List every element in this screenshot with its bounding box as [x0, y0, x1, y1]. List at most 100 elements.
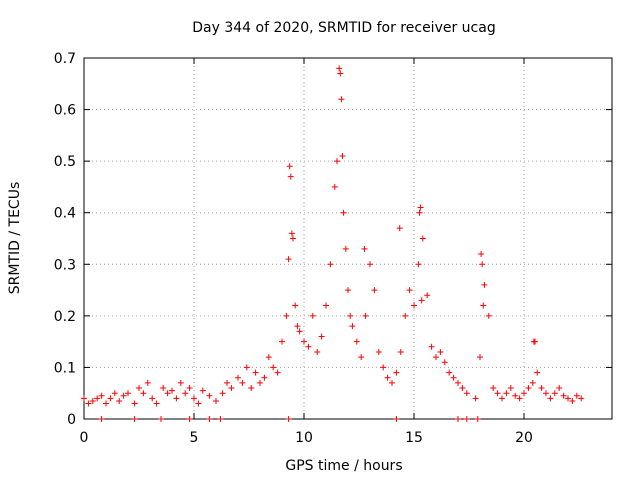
data-point [288, 230, 295, 237]
data-point [331, 183, 338, 190]
data-point [419, 235, 426, 242]
data-point [186, 416, 193, 422]
data-point [213, 397, 219, 404]
data-point [433, 354, 439, 361]
data-point [569, 397, 576, 404]
y-tick-label: 0.3 [54, 257, 76, 273]
data-point [131, 400, 138, 407]
data-point [286, 163, 293, 170]
data-point [551, 390, 558, 397]
plot-frame [83, 57, 613, 420]
data-point [140, 390, 147, 397]
data-point [169, 387, 175, 394]
data-point [418, 297, 425, 304]
data-point [85, 400, 92, 407]
data-point [94, 395, 101, 402]
data-point [446, 369, 453, 376]
data-point [485, 312, 492, 319]
data-point [199, 387, 206, 394]
data-point [417, 204, 424, 211]
grid-lines [84, 58, 612, 419]
x-tick-label: 5 [190, 430, 199, 446]
data-point [191, 395, 197, 402]
data-point [149, 395, 156, 402]
data-point [337, 70, 344, 77]
data-point [206, 392, 213, 399]
y-tick-label: 0.2 [54, 309, 76, 325]
data-point [173, 395, 180, 402]
data-point [314, 348, 321, 355]
data-point [503, 390, 510, 397]
data-point [450, 374, 457, 381]
data-point [380, 364, 387, 371]
data-point [261, 374, 268, 381]
data-point [296, 328, 303, 335]
data-point [81, 395, 87, 402]
data-point [362, 312, 369, 319]
chart-title: Day 344 of 2020, SRMTID for receiver uca… [192, 20, 495, 36]
data-point [219, 390, 226, 397]
data-point [573, 392, 580, 399]
data-point [111, 390, 118, 397]
data-point [309, 312, 316, 319]
data-point [463, 416, 470, 422]
data-point [529, 379, 536, 386]
data-point [565, 395, 571, 402]
data-point [560, 392, 567, 399]
x-tick-label: 15 [405, 430, 423, 446]
data-point [120, 392, 127, 399]
data-point [361, 245, 368, 252]
data-point [416, 209, 423, 216]
data-point [490, 385, 497, 392]
data-point [294, 323, 301, 330]
data-point [248, 385, 255, 392]
data-point [270, 364, 277, 371]
data-point [437, 348, 444, 355]
data-point [481, 281, 488, 288]
data-point [228, 385, 235, 392]
data-point [534, 369, 541, 376]
data-point [384, 374, 391, 381]
data-point [131, 416, 138, 422]
data-point [578, 395, 585, 402]
y-tick-label: 0.1 [54, 360, 76, 376]
data-point [153, 400, 160, 407]
data-point [243, 364, 250, 371]
data-point [160, 385, 167, 392]
data-point [301, 338, 307, 345]
data-point [323, 302, 329, 309]
data-point [224, 379, 230, 386]
data-point [349, 323, 356, 330]
data-point [516, 395, 523, 402]
data-point [521, 390, 527, 397]
data-point [479, 261, 486, 268]
data-point [318, 333, 325, 340]
data-point [334, 158, 340, 165]
x-axis-label: GPS time / hours [285, 458, 402, 474]
data-point [217, 416, 224, 422]
axis-ticks: 0 0.1 0.2 0.3 0.4 0.5 0.6 0.7 0 5 10 15 20 [54, 51, 612, 446]
x-tick-label: 20 [515, 430, 533, 446]
data-point [206, 416, 213, 422]
data-point [428, 343, 435, 350]
y-tick-label: 0.4 [54, 206, 76, 222]
data-point [397, 348, 404, 355]
data-point [103, 400, 109, 407]
data-point [347, 312, 354, 319]
data-points [81, 65, 585, 422]
y-tick-label: 0 [67, 412, 76, 428]
data-point [336, 65, 343, 72]
data-point [107, 395, 114, 402]
data-point [305, 343, 312, 350]
data-point [547, 395, 554, 402]
x-tick-label: 10 [295, 430, 313, 446]
data-point [530, 338, 537, 345]
data-point [393, 369, 400, 376]
data-point [396, 225, 403, 232]
data-point [338, 96, 345, 103]
data-point [345, 287, 351, 294]
data-point [389, 379, 395, 386]
data-point [459, 385, 466, 392]
data-point [424, 292, 431, 299]
y-tick-label: 0.5 [54, 154, 76, 170]
